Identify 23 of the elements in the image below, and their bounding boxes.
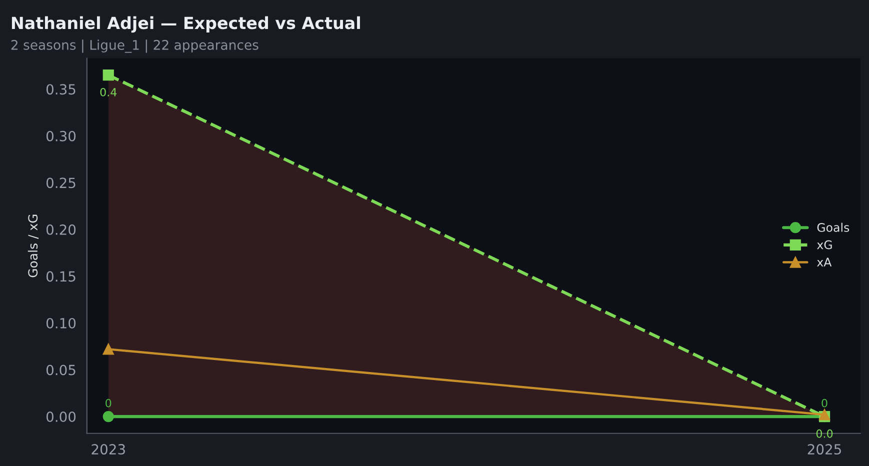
data-label: 0.0 [816,429,833,438]
y-tick-label: 0.20 [46,224,76,235]
legend-label: Goals [817,222,850,232]
y-tick-label: 0.35 [46,84,76,95]
point [102,344,114,355]
legend-label: xG [816,240,832,250]
chart-subtitle: 2 seasons | Ligue_1 | 22 appearances [11,40,258,53]
y-tick-label: 0.05 [46,364,76,376]
y-tick-label: 0.30 [46,130,76,142]
y-tick-label: 0.10 [46,318,76,328]
legend-label: xA [816,258,832,266]
x-tick-label: 2025 [808,444,841,455]
data-label: 0 [106,398,112,408]
point [102,70,114,81]
data-label: 0.4 [100,88,117,96]
chart-title: Nathaniel Adjei — Expected vs Actual [12,16,360,33]
y-tick-label: 0.00 [46,412,76,422]
data-label: 0 [822,398,828,408]
y-tick-label: 0.25 [46,178,76,188]
x-tick-label: 2023 [92,444,125,455]
point [102,410,114,422]
y-axis-title: Goals / xG [28,214,39,278]
y-tick-label: 0.15 [46,271,76,282]
